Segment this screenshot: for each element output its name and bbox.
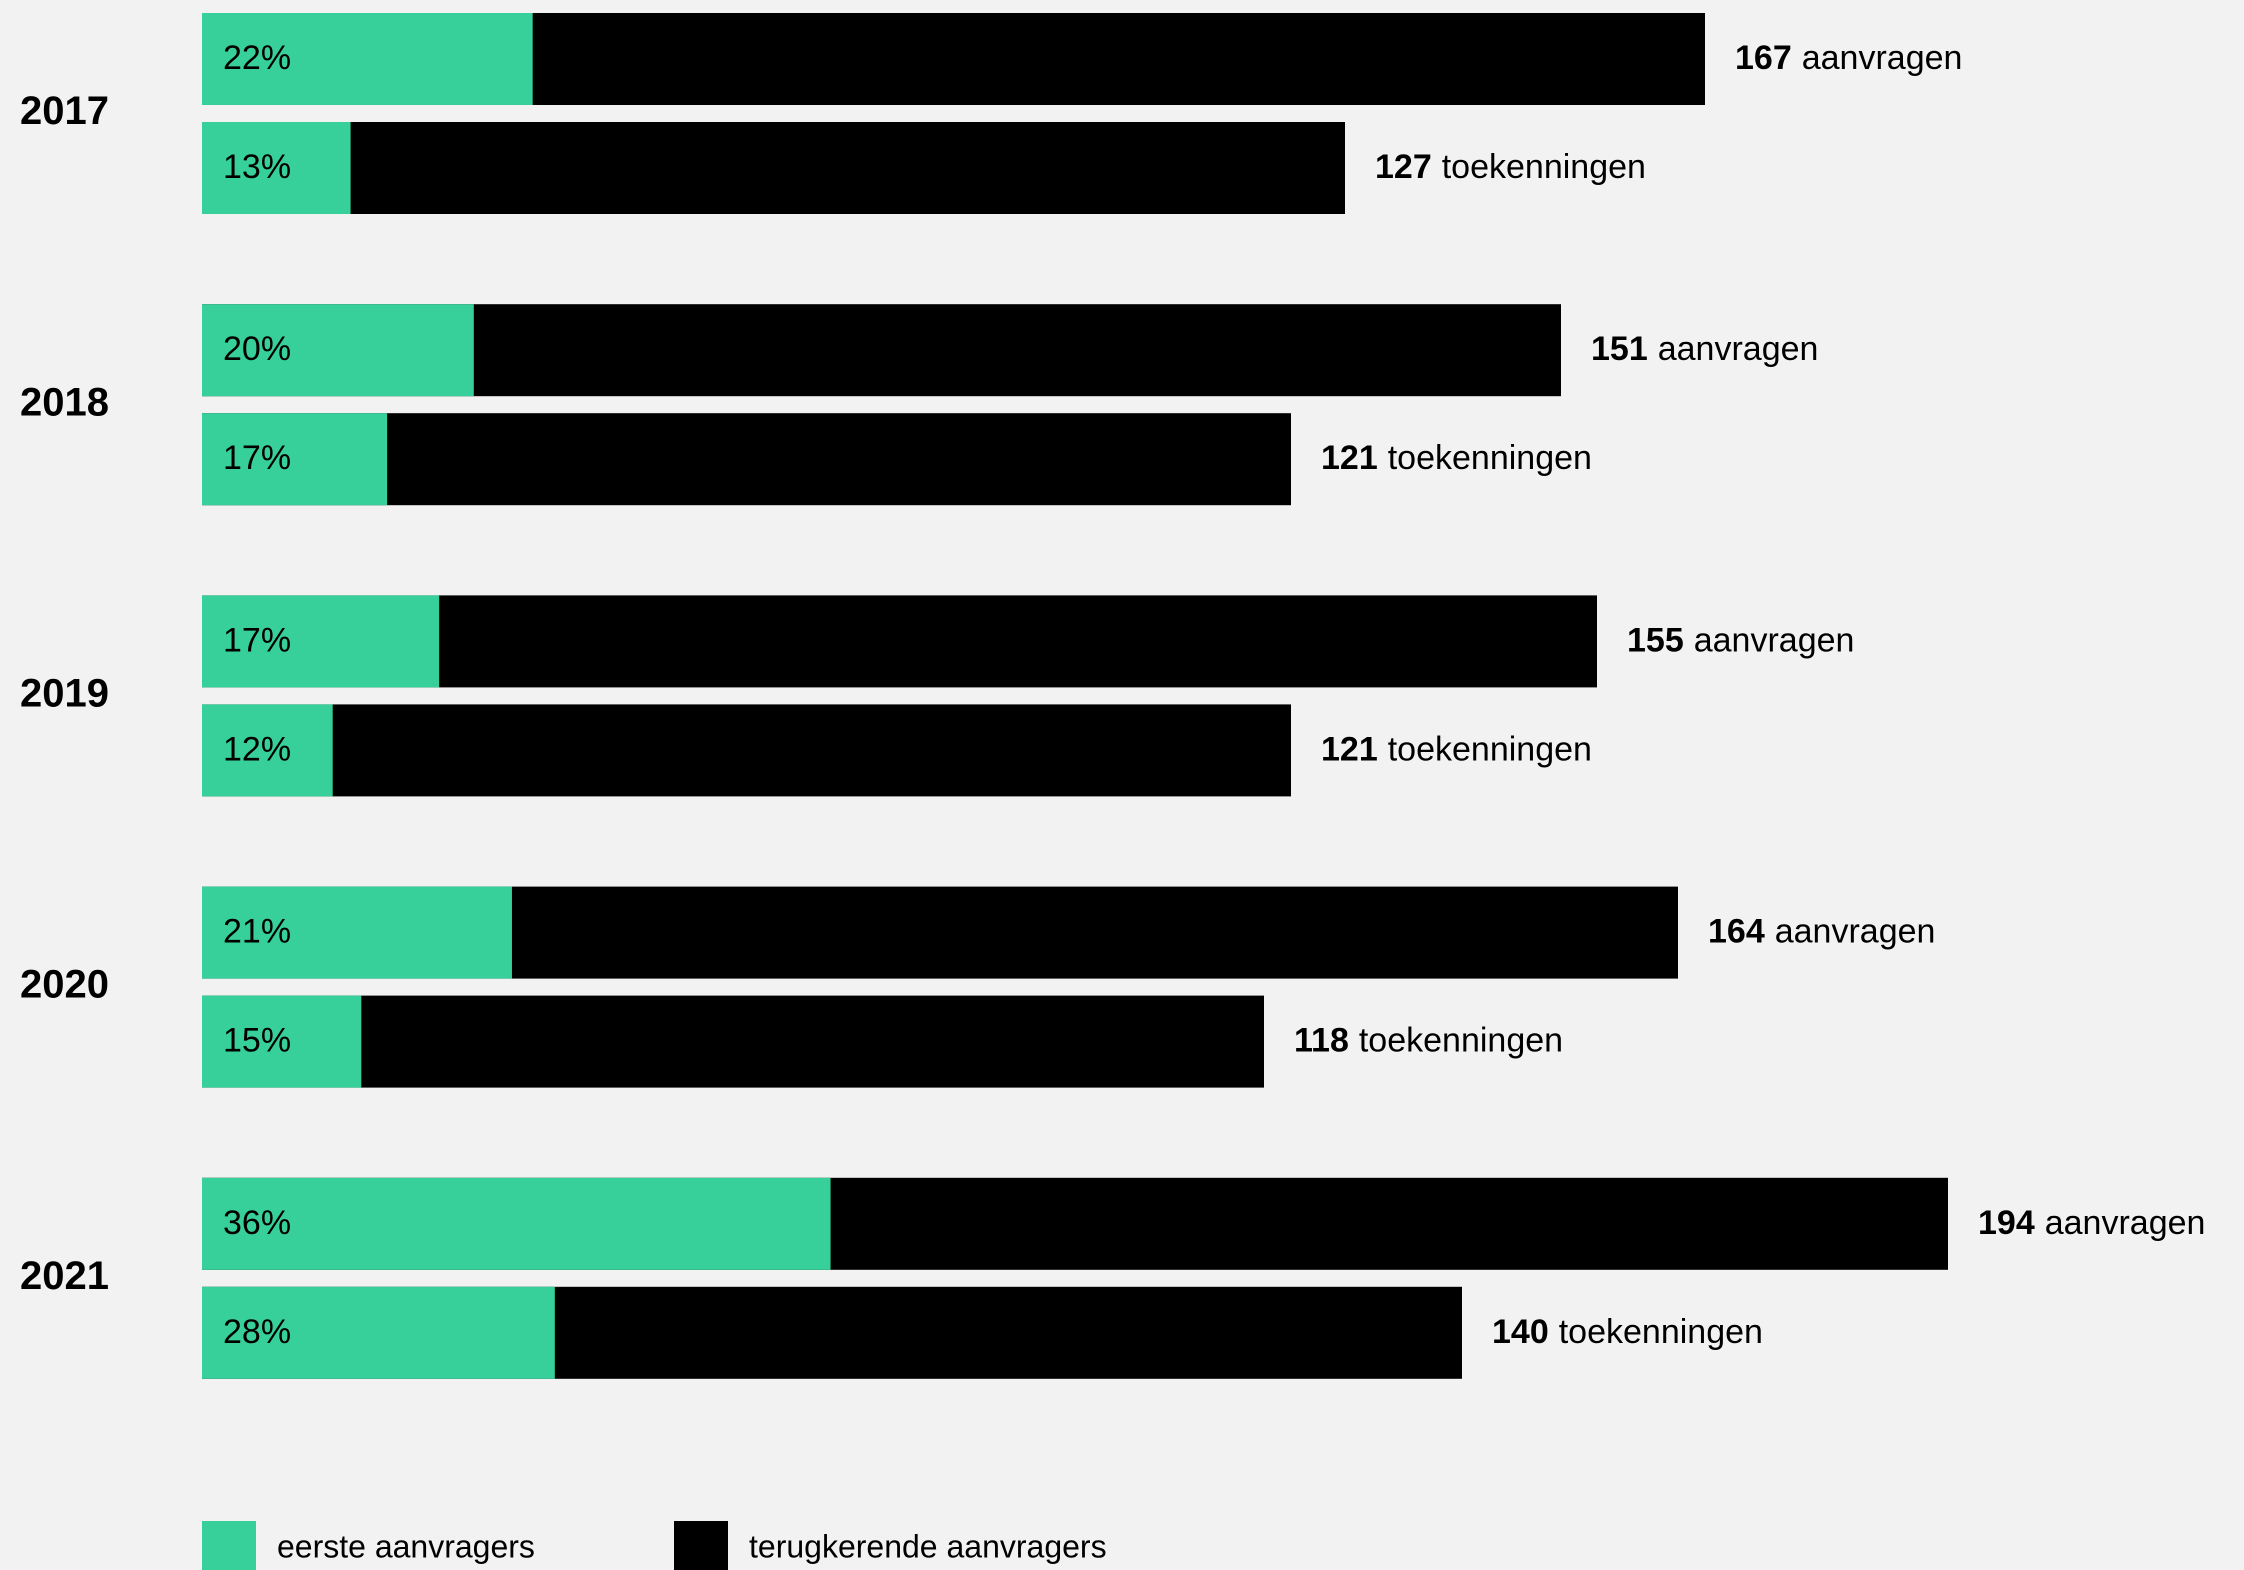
total-unit: aanvragen [1658,330,1819,368]
share-label: 36% [223,1204,291,1242]
total-unit: toekenningen [1388,730,1592,768]
bar-first [202,122,351,214]
total-label: 121 toekenningen [1321,439,1592,477]
bar-first [202,595,440,688]
bar-returning [202,704,1291,797]
total-value: 121 [1321,730,1378,768]
year-label: 2018 [20,380,109,424]
total-value: 164 [1708,913,1765,951]
total-label: 121 toekenningen [1321,730,1592,768]
total-label: 127 toekenningen [1375,148,1646,186]
total-unit: aanvragen [1775,913,1936,951]
total-label: 151 aanvragen [1591,330,1818,368]
total-label: 155 aanvragen [1627,621,1854,659]
total-value: 155 [1627,621,1684,659]
bar-first [202,1177,831,1270]
total-label: 140 toekenningen [1492,1313,1763,1351]
total-unit: aanvragen [1694,621,1855,659]
total-value: 194 [1978,1204,2035,1242]
share-label: 22% [223,39,291,77]
year-label: 2020 [20,963,109,1007]
total-label: 194 aanvragen [1978,1204,2205,1242]
bar-returning [202,122,1345,214]
total-value: 140 [1492,1313,1549,1351]
total-value: 121 [1321,439,1378,477]
share-label: 12% [223,730,291,768]
bar-returning [202,995,1264,1088]
legend-swatch [674,1521,728,1570]
bar-first [202,304,474,397]
year-label: 2017 [20,89,109,133]
bar-first [202,995,362,1088]
total-unit: toekenningen [1388,439,1592,477]
total-unit: aanvragen [1802,39,1963,77]
total-value: 167 [1735,39,1792,77]
share-label: 17% [223,621,291,659]
year-label: 2021 [20,1254,109,1298]
bar-first [202,413,388,506]
total-unit: toekenningen [1442,148,1646,186]
total-label: 167 aanvragen [1735,39,1962,77]
total-label: 164 aanvragen [1708,913,1935,951]
total-unit: aanvragen [2045,1204,2206,1242]
share-label: 17% [223,439,291,477]
legend-label: terugkerende aanvragers [749,1528,1107,1564]
legend-label: eerste aanvragers [277,1528,535,1564]
share-label: 20% [223,330,291,368]
total-unit: toekenningen [1359,1022,1563,1060]
bar-first [202,13,533,105]
share-label: 15% [223,1022,291,1060]
bar-first [202,886,512,979]
bar-first [202,1286,555,1379]
share-label: 28% [223,1313,291,1351]
total-value: 118 [1294,1022,1349,1060]
bar-first [202,704,333,797]
year-label: 2019 [20,671,109,715]
share-label: 21% [223,913,291,951]
share-label: 13% [223,148,291,186]
total-value: 127 [1375,148,1432,186]
legend-swatch [202,1521,256,1570]
total-label: 118 toekenningen [1294,1022,1563,1060]
total-value: 151 [1591,330,1648,368]
total-unit: toekenningen [1559,1313,1763,1351]
